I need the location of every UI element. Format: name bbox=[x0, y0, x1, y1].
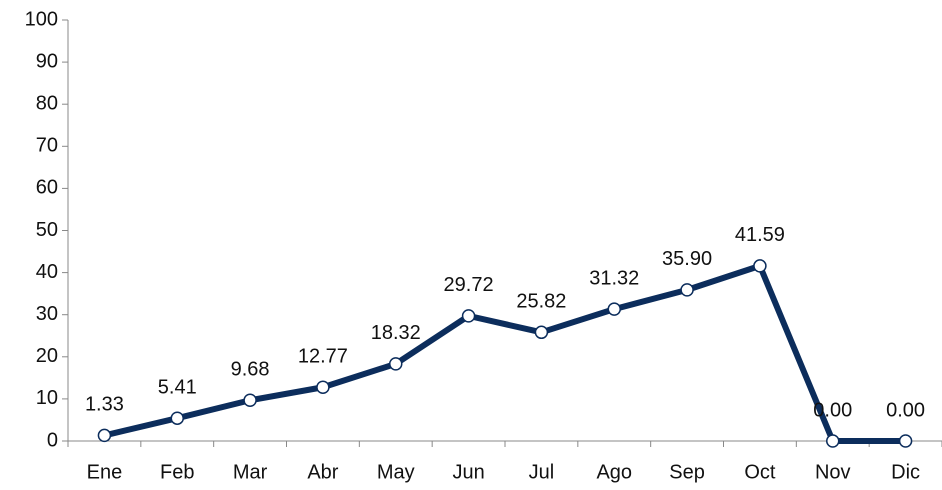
x-tick-label: May bbox=[377, 461, 415, 483]
point bbox=[461, 309, 476, 323]
x-tick-label: Feb bbox=[160, 461, 194, 483]
point bbox=[534, 325, 549, 340]
y-tick-label: 50 bbox=[36, 219, 58, 241]
data-label: 0.00 bbox=[886, 399, 925, 421]
point bbox=[753, 259, 767, 273]
y-tick-label: 60 bbox=[36, 177, 58, 199]
point bbox=[243, 393, 257, 407]
y-tick-label: 40 bbox=[36, 261, 58, 283]
data-label: 1.33 bbox=[85, 394, 124, 416]
x-tick-label: Sep bbox=[669, 461, 705, 483]
y-tick-label: 80 bbox=[36, 92, 58, 114]
x-tick-label: Ene bbox=[87, 461, 123, 483]
y-tick-label: 30 bbox=[36, 303, 58, 325]
x-tick-label: Jul bbox=[529, 461, 555, 483]
x-tick-label: Dic bbox=[891, 461, 920, 483]
y-tick-label: 10 bbox=[36, 387, 58, 409]
x-tick-label: Mar bbox=[233, 461, 268, 483]
data-label: 25.82 bbox=[516, 291, 566, 313]
x-tick-label: Oct bbox=[744, 461, 776, 483]
data-label: 41.59 bbox=[735, 224, 785, 246]
y-tick-label: 70 bbox=[36, 135, 58, 157]
x-tick-label: Ago bbox=[596, 461, 632, 483]
point bbox=[170, 411, 184, 425]
y-tick-label: 0 bbox=[47, 429, 58, 451]
line bbox=[103, 262, 906, 444]
x-tick-label: Jun bbox=[452, 461, 484, 483]
point bbox=[826, 434, 840, 448]
data-label: 29.72 bbox=[444, 274, 494, 296]
data-label: 35.90 bbox=[662, 248, 712, 270]
data-label: 31.32 bbox=[589, 267, 639, 289]
data-label: 9.68 bbox=[231, 359, 270, 381]
data-label: 12.77 bbox=[298, 346, 348, 368]
data-label: 18.32 bbox=[371, 322, 421, 344]
point bbox=[316, 380, 330, 394]
x-tick-label: Nov bbox=[815, 461, 851, 483]
x-tick-label: Abr bbox=[307, 461, 338, 483]
y-tick-label: 90 bbox=[36, 50, 58, 72]
point bbox=[898, 434, 913, 448]
data-label: 5.41 bbox=[158, 377, 197, 399]
point bbox=[607, 302, 621, 316]
y-tick-label: 20 bbox=[36, 345, 58, 367]
point bbox=[680, 283, 694, 297]
point bbox=[97, 428, 112, 443]
data-label: 0.00 bbox=[813, 399, 852, 421]
y-tick-label: 100 bbox=[25, 8, 58, 30]
point bbox=[389, 357, 403, 371]
